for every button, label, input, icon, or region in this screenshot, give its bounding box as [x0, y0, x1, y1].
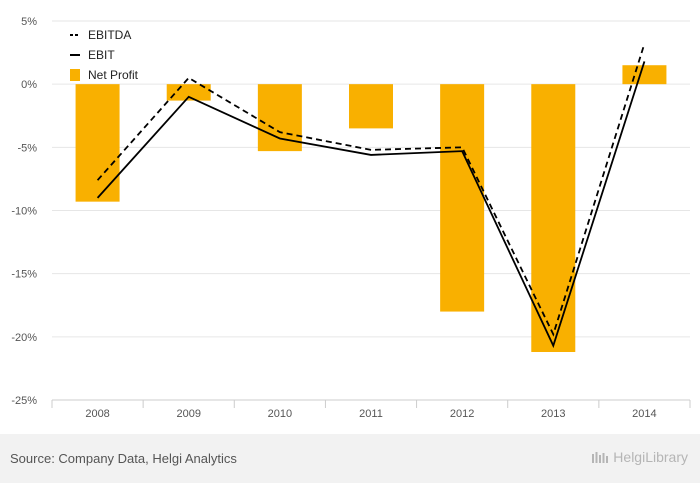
x-axis: 2008 2009 2010 2011 2012 2013 2014 [51, 399, 691, 420]
x-tick-label: 2013 [541, 408, 565, 420]
bar-series [75, 65, 667, 352]
brand-logo: HelgiLibrary [591, 449, 688, 465]
line-series [96, 43, 646, 349]
y-tick-label: -15% [11, 269, 37, 281]
legend-label: EBIT [88, 48, 115, 62]
bar-2009 [166, 84, 211, 101]
bar-2010 [257, 84, 302, 152]
legend-label: EBITDA [88, 28, 131, 42]
line-ebitda [96, 43, 646, 337]
chart: 5% 0% -5% -10% -15% -20% -25% 2008 2009 2010 2011… [11, 16, 691, 420]
x-tick-label: 2009 [176, 408, 200, 420]
library-icon [592, 452, 609, 463]
y-tick-label: -20% [11, 332, 37, 344]
bar-2012 [440, 84, 485, 312]
y-tick-label: -10% [11, 206, 37, 218]
y-tick-label: -25% [11, 395, 37, 407]
bar-2008 [75, 84, 120, 202]
y-tick-label: -5% [17, 142, 37, 154]
bar-2014 [622, 65, 667, 85]
x-tick-label: 2014 [632, 408, 656, 420]
legend: EBITDA EBIT Net Profit [70, 28, 139, 82]
legend-label: Net Profit [88, 68, 139, 82]
x-tick-label: 2010 [268, 408, 292, 420]
y-tick-label: 5% [21, 16, 37, 28]
y-axis: 5% 0% -5% -10% -15% -20% -25% [11, 16, 37, 407]
grid-lines [52, 20, 690, 338]
x-tick-label: 2011 [359, 408, 383, 420]
footer: Source: Company Data, Helgi Analytics He… [0, 434, 700, 483]
bar-2013 [531, 84, 576, 352]
x-tick-label: 2008 [85, 408, 109, 420]
bar-2011 [349, 84, 393, 129]
y-tick-label: 0% [21, 79, 37, 91]
source-note: Source: Company Data, Helgi Analytics [10, 451, 237, 466]
brand-name: HelgiLibrary [613, 449, 688, 465]
legend-swatch-net-profit [70, 69, 80, 81]
x-tick-label: 2012 [450, 408, 474, 420]
line-ebit [96, 61, 646, 349]
